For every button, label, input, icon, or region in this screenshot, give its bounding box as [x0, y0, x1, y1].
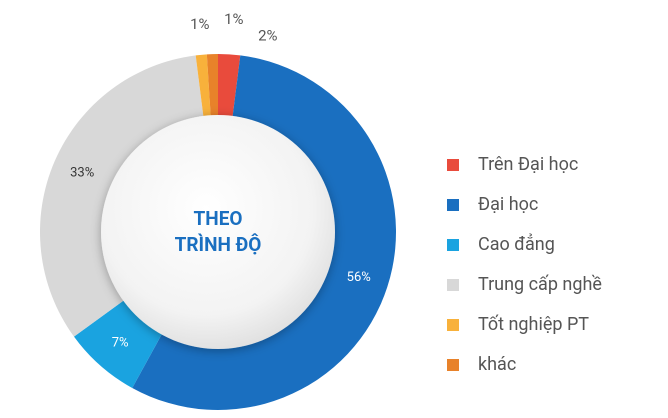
- legend-label: Tốt nghiệp PT: [478, 314, 589, 335]
- legend-swatch: [447, 319, 459, 331]
- value-label: 1%: [224, 10, 243, 28]
- legend-swatch: [447, 199, 459, 211]
- value-label: 7%: [112, 335, 129, 350]
- legend-swatch: [447, 279, 459, 291]
- legend-label: Cao đẳng: [478, 233, 555, 255]
- legend-label: Trên Đại học: [478, 154, 578, 175]
- value-label: 33%: [70, 166, 94, 181]
- value-label: 56%: [347, 270, 371, 285]
- value-label: 1%: [190, 15, 209, 33]
- legend-label: khác: [478, 354, 516, 375]
- legend-label: Trung cấp nghề: [478, 274, 602, 295]
- donut-center: [101, 115, 335, 349]
- legend-swatch: [447, 159, 459, 171]
- center-text: THEO: [194, 207, 243, 230]
- legend-swatch: [447, 239, 459, 251]
- center-text: TRÌNH ĐỘ: [175, 233, 262, 256]
- legend-label: Đại học: [478, 194, 538, 215]
- legend-swatch: [447, 359, 459, 371]
- value-label: 2%: [258, 26, 277, 44]
